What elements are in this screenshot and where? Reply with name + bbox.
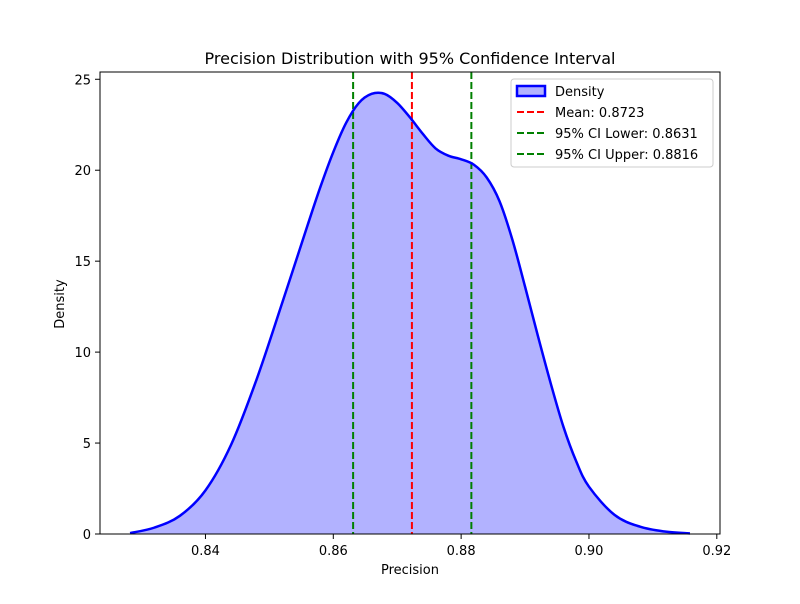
plot-area xyxy=(129,72,691,535)
y-tick-label: 5 xyxy=(83,437,91,452)
legend: Density Mean: 0.8723 95% CI Lower: 0.8631 9… xyxy=(510,78,714,168)
legend-box xyxy=(510,78,714,168)
x-tick-label: 0.86 xyxy=(319,544,348,559)
y-tick-label: 25 xyxy=(74,73,91,88)
y-tick-label: 0 xyxy=(83,528,91,543)
y-tick-label: 15 xyxy=(74,255,91,270)
axes-frame xyxy=(99,71,721,535)
axes: 0.84 0.86 0.88 0.90 0.92 0 5 10 15 20 25 xyxy=(74,71,731,559)
density-line xyxy=(129,91,691,535)
y-tick-label: 20 xyxy=(74,164,91,179)
x-axis-label: Precision xyxy=(381,563,439,578)
x-tick-label: 0.88 xyxy=(447,544,476,559)
y-axis-label: Density xyxy=(53,279,68,329)
x-tick-label: 0.84 xyxy=(191,544,220,559)
legend-label: Mean: 0.8723 xyxy=(555,106,644,121)
legend-label: 95% CI Upper: 0.8816 xyxy=(555,148,698,163)
density-area xyxy=(130,92,690,534)
y-tick-label: 10 xyxy=(74,346,91,361)
legend-swatch-density xyxy=(515,84,547,98)
x-tick-label: 0.92 xyxy=(702,544,731,559)
x-tick-label: 0.90 xyxy=(574,544,603,559)
legend-label: Density xyxy=(555,85,605,100)
legend-label: 95% CI Lower: 0.8631 xyxy=(555,127,698,142)
chart-title: Precision Distribution with 95% Confiden… xyxy=(205,49,616,68)
